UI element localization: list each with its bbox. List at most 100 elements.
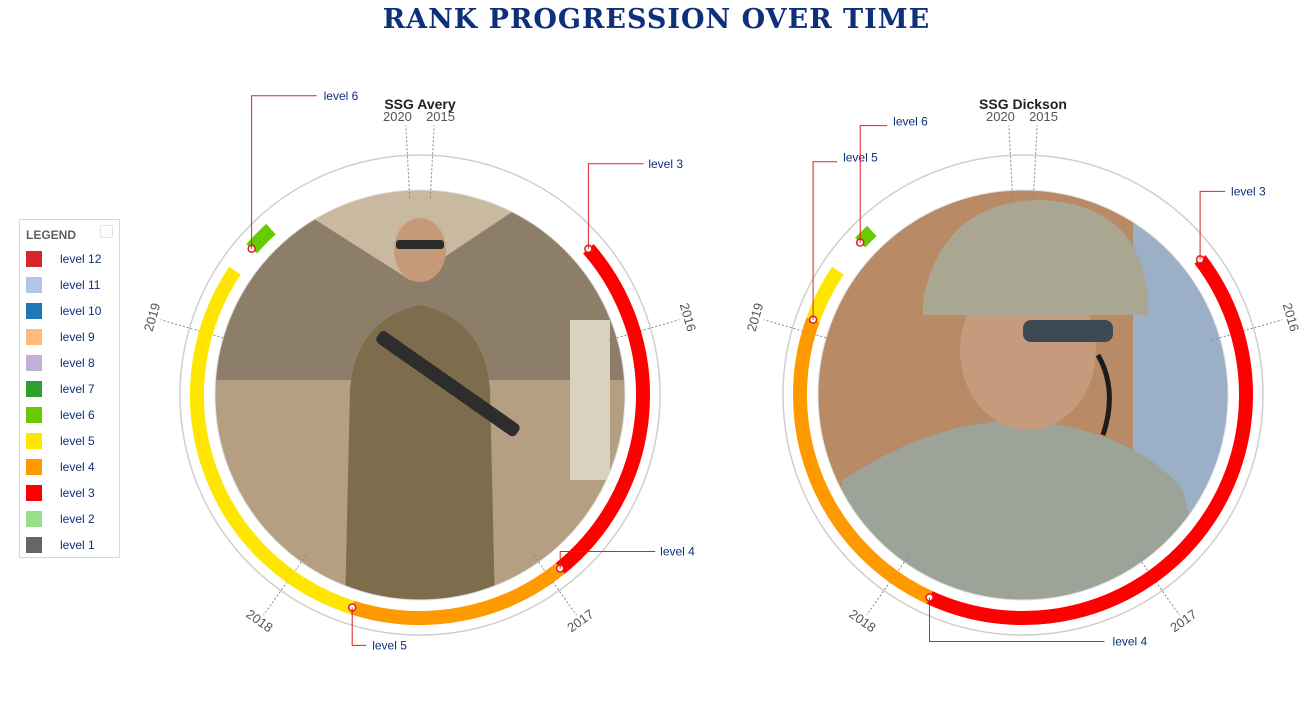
radial-chart-svg: 2015 2016 2017 2018 2019 2020 level 3 level 4 le… — [744, 109, 1302, 649]
chart-title: SSG Avery — [384, 96, 456, 112]
outer-ring — [782, 154, 1264, 636]
photo-soldier-body — [345, 305, 495, 600]
photo-rifle — [376, 331, 520, 437]
year-label: 2017 — [1167, 606, 1199, 635]
callout-label: level 3 — [1231, 184, 1266, 198]
legend-swatch — [26, 251, 42, 267]
year-tick — [1212, 319, 1283, 341]
year-label: 2016 — [1280, 301, 1302, 333]
year-label: 2015 — [1029, 109, 1058, 124]
legend-item[interactable]: level 12 — [26, 250, 116, 268]
callout-line — [587, 163, 644, 249]
level-arc — [806, 266, 844, 323]
legend-item[interactable]: level 3 — [26, 484, 116, 502]
photo-helmet — [923, 200, 1148, 315]
legend-item[interactable]: level 10 — [26, 302, 116, 320]
level-arc — [190, 266, 355, 615]
year-label: 2015 — [426, 109, 455, 124]
year-label: 2020 — [986, 109, 1015, 124]
legend-item[interactable]: level 8 — [26, 354, 116, 372]
photo-soldier-head — [394, 218, 446, 282]
callout-line — [251, 95, 317, 249]
callout-line — [351, 607, 367, 646]
year-label: 2019 — [141, 301, 163, 333]
legend: LEGEND level 12 level 11 level 10 level 9 le… — [19, 219, 120, 558]
level-arc — [350, 563, 565, 625]
callout-label: level 6 — [324, 89, 359, 103]
level-arc — [926, 255, 1253, 625]
outer-ring — [179, 154, 661, 636]
chart-ssg-dickson: SSG Dickson 2015 2016 2017 2018 2019 2020 leve… — [744, 90, 1302, 690]
callout-label: level 5 — [372, 638, 407, 652]
legend-swatch — [26, 485, 42, 501]
soldier-photo — [818, 190, 1228, 600]
callout-line — [859, 125, 888, 243]
inner-ring — [817, 189, 1229, 601]
legend-swatch — [26, 511, 42, 527]
year-label: 2018 — [846, 606, 878, 635]
callout-line — [1199, 190, 1226, 260]
year-tick — [1008, 125, 1014, 199]
callout-label: level 4 — [660, 544, 695, 558]
legend-label: level 12 — [60, 252, 102, 266]
photo-eyewear — [1023, 320, 1113, 342]
legend-swatch — [26, 277, 42, 293]
legend-swatch — [26, 355, 42, 371]
year-tick — [160, 319, 231, 341]
legend-label: level 8 — [60, 356, 95, 370]
year-tick — [405, 125, 411, 199]
legend-swatch — [26, 407, 42, 423]
legend-label: level 1 — [60, 538, 95, 552]
legend-label: level 10 — [60, 304, 102, 318]
year-label: 2018 — [243, 606, 275, 635]
page-title: RANK PROGRESSION OVER TIME — [382, 4, 931, 35]
year-label: 2020 — [383, 109, 412, 124]
level-arc — [793, 317, 933, 604]
year-tick — [429, 125, 435, 199]
legend-item[interactable]: level 6 — [26, 406, 116, 424]
year-tick — [263, 555, 307, 616]
photo-mountains — [215, 200, 625, 390]
photo-soldier-body — [818, 420, 1213, 600]
callout-line — [559, 551, 656, 569]
chart-title: SSG Dickson — [979, 96, 1067, 112]
year-tick — [1032, 125, 1038, 199]
legend-item[interactable]: level 5 — [26, 432, 116, 450]
legend-label: level 3 — [60, 486, 95, 500]
legend-item[interactable]: level 2 — [26, 510, 116, 528]
legend-swatch — [26, 329, 42, 345]
legend-item[interactable]: level 1 — [26, 536, 116, 554]
legend-swatch — [26, 303, 42, 319]
year-label: 2017 — [564, 606, 596, 635]
callout-label: level 3 — [648, 157, 683, 171]
photo-sunglasses — [396, 240, 444, 249]
year-tick — [609, 319, 680, 341]
legend-item[interactable]: level 9 — [26, 328, 116, 346]
inner-ring — [214, 189, 626, 601]
legend-label: level 2 — [60, 512, 95, 526]
callout-line — [812, 161, 838, 320]
chart-ssg-avery: SSG Avery 2015 2016 2017 2018 2019 2020 level … — [141, 89, 699, 690]
legend-label: level 9 — [60, 330, 95, 344]
year-tick — [1136, 555, 1180, 616]
year-label: 2016 — [677, 301, 699, 333]
legend-item[interactable]: level 11 — [26, 276, 116, 294]
legend-swatch — [26, 537, 42, 553]
legend-label: level 4 — [60, 460, 95, 474]
legend-label: level 6 — [60, 408, 95, 422]
callout-label: level 6 — [893, 115, 928, 129]
year-label: 2019 — [744, 301, 766, 333]
legend-label: level 7 — [60, 382, 95, 396]
year-tick — [866, 555, 910, 616]
legend-item[interactable]: level 4 — [26, 458, 116, 476]
legend-item[interactable]: level 7 — [26, 380, 116, 398]
soldier-photo — [215, 190, 625, 600]
legend-swatch — [26, 381, 42, 397]
callout-label: level 4 — [1113, 634, 1148, 648]
legend-expand-icon[interactable] — [100, 225, 113, 238]
level-arc — [555, 244, 650, 574]
radial-chart-svg: 2015 2016 2017 2018 2019 2020 level 3 level 4 le… — [141, 89, 699, 653]
year-tick — [763, 319, 834, 341]
legend-label: level 11 — [60, 278, 101, 292]
photo-headset-mic — [1095, 353, 1112, 436]
